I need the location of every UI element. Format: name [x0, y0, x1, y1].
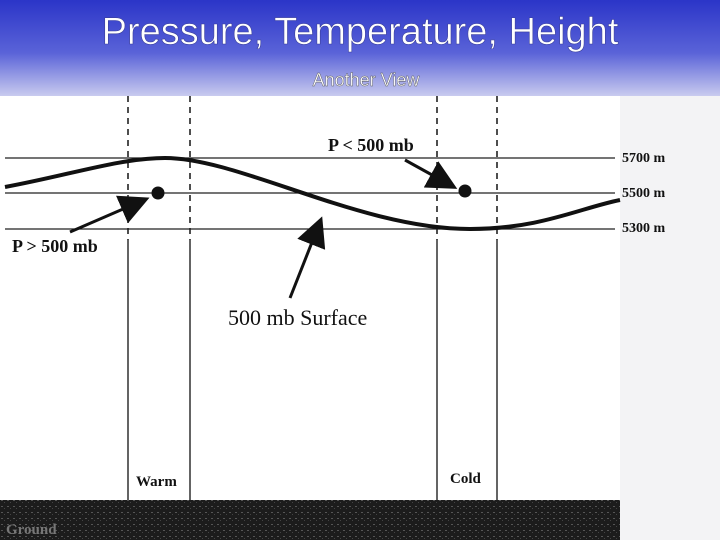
label-low: P < 500 mb — [328, 135, 414, 155]
pressure-surface — [4, 155, 621, 232]
point-warm — [151, 186, 165, 200]
arrows — [69, 158, 458, 299]
height-label: 5300 m — [622, 221, 666, 236]
side-margin — [620, 96, 720, 540]
ground-bar — [0, 500, 620, 540]
label-surface: 500 mb Surface — [228, 305, 367, 330]
column-label: Cold — [450, 471, 482, 487]
column-dashed — [127, 96, 498, 240]
header-bar — [0, 0, 720, 96]
column-label: Warm — [136, 474, 177, 490]
title: Pressure, Temperature, Height — [102, 11, 619, 53]
height-label: 5700 m — [622, 151, 666, 166]
height-label: 5500 m — [622, 186, 666, 201]
column-solid — [127, 240, 498, 500]
label-high: P > 500 mb — [12, 236, 98, 256]
point-cold — [458, 184, 472, 198]
ground-label: Ground — [6, 522, 57, 538]
subtitle: Another View — [313, 70, 421, 90]
